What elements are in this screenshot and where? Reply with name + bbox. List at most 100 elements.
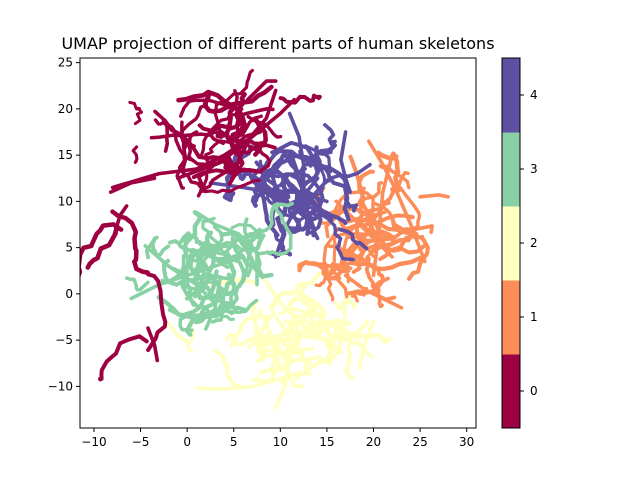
- series-1-stroke: [358, 229, 396, 266]
- series-4-stroke: [293, 204, 319, 235]
- series-0-stroke: [230, 114, 263, 171]
- series-0-stroke: [246, 114, 283, 139]
- y-tick-label: −10: [48, 379, 73, 393]
- series-0-trail: [146, 326, 160, 363]
- series-0-stroke: [230, 139, 272, 180]
- series-0-points: [80, 68, 322, 382]
- y-tick-label: 15: [58, 148, 73, 162]
- series-2-stroke: [250, 299, 265, 348]
- series-0-stroke: [278, 93, 322, 105]
- series-1-trail: [371, 153, 394, 278]
- series-1-trail: [418, 193, 450, 199]
- series-0-stroke: [203, 84, 274, 114]
- series-3-stroke: [201, 216, 231, 263]
- series-2-points: [166, 266, 392, 410]
- series-2-stroke: [225, 314, 273, 347]
- series-3-stroke: [231, 201, 294, 245]
- colorbar-segment-0: [502, 354, 520, 429]
- x-tick-label: 30: [459, 435, 474, 449]
- series-3-stroke: [182, 210, 205, 284]
- colorbar-segment-2: [502, 206, 520, 281]
- series-4-stroke: [298, 149, 326, 198]
- series-3-points: [124, 201, 294, 337]
- series-1-stroke: [322, 226, 349, 299]
- series-3-stroke: [210, 274, 237, 324]
- series-4-trail: [208, 181, 329, 204]
- series-3-trail: [129, 255, 245, 301]
- colorbar-segment-3: [502, 132, 520, 207]
- x-tick-label: 10: [273, 435, 288, 449]
- series-1-stroke: [326, 263, 353, 302]
- colorbar-tick-label: 4: [530, 88, 538, 102]
- series-0-stroke: [146, 272, 168, 352]
- colorbar-segment-1: [502, 280, 520, 355]
- series-4-stroke: [280, 153, 351, 222]
- x-tick-label: −5: [132, 435, 150, 449]
- series-0-stroke: [235, 107, 275, 133]
- series-4-stroke: [324, 178, 359, 213]
- y-tick-label: 25: [58, 56, 73, 70]
- series-3-stroke: [182, 235, 242, 277]
- x-tick-label: 5: [230, 435, 238, 449]
- x-tick-label: 20: [366, 435, 381, 449]
- series-3-stroke: [205, 251, 246, 306]
- series-2-stroke: [333, 299, 357, 311]
- series-4-stroke: [284, 177, 311, 225]
- series-3-stroke: [167, 304, 247, 319]
- series-4-trail: [273, 176, 320, 259]
- colorbar-tick-label: 1: [530, 310, 538, 324]
- series-1-trail: [367, 139, 427, 264]
- x-axis: −10 −5 0 5 10 15 20 25 30: [81, 428, 474, 449]
- series-3-stroke: [144, 235, 171, 260]
- series-4-stroke: [307, 204, 355, 262]
- series-4-stroke: [337, 227, 369, 251]
- colorbar: 0 1 2 3 4: [501, 57, 538, 429]
- series-1-stroke: [314, 265, 337, 288]
- series-1-stroke: [352, 218, 389, 240]
- x-tick-label: 25: [412, 435, 427, 449]
- y-axis: −10 −5 0 5 10 15 20 25: [48, 56, 80, 393]
- colorbar-segment-4: [502, 58, 520, 133]
- series-3-stroke: [256, 201, 293, 257]
- series-3-trail: [143, 244, 217, 305]
- series-2-stroke: [247, 319, 334, 349]
- series-2-trail: [273, 338, 301, 410]
- series-0-stroke: [223, 139, 264, 170]
- x-tick-label: −10: [81, 435, 106, 449]
- series-0-stroke: [98, 334, 149, 382]
- series-0-stroke: [131, 145, 139, 164]
- plot-area: [80, 68, 450, 410]
- series-3-trail: [194, 210, 259, 287]
- colorbar-tick-label: 0: [530, 384, 538, 398]
- series-0-trail: [245, 79, 278, 102]
- series-2-stroke: [262, 346, 315, 356]
- series-1-stroke: [390, 215, 430, 281]
- series-3-stroke: [156, 269, 219, 318]
- series-2-trail: [166, 321, 189, 344]
- series-4-trail: [287, 111, 306, 204]
- plot-frame: [79, 57, 477, 429]
- series-1-stroke: [354, 187, 395, 252]
- series-0-stroke: [80, 222, 124, 278]
- series-2-stroke: [251, 334, 282, 384]
- series-2-stroke: [213, 348, 248, 390]
- series-3-trail: [204, 278, 222, 331]
- series-2-trail: [259, 273, 338, 352]
- y-tick-label: 10: [58, 194, 73, 208]
- x-tick-label: 15: [319, 435, 334, 449]
- series-3-stroke: [124, 276, 150, 292]
- series-0-trail: [110, 97, 297, 190]
- series-4-stroke: [265, 184, 280, 208]
- colorbar-tick-label: 2: [530, 236, 538, 250]
- y-tick-label: 0: [65, 287, 73, 301]
- series-3-stroke: [179, 231, 229, 249]
- chart-title: UMAP projection of different parts of hu…: [61, 34, 494, 53]
- y-tick-label: −5: [55, 333, 73, 347]
- series-4-trail: [236, 167, 320, 241]
- series-4-points: [208, 111, 372, 262]
- series-0-trail: [176, 88, 278, 180]
- series-0-stroke: [85, 222, 120, 270]
- series-0-stroke: [153, 118, 193, 162]
- series-0-stroke: [199, 170, 261, 194]
